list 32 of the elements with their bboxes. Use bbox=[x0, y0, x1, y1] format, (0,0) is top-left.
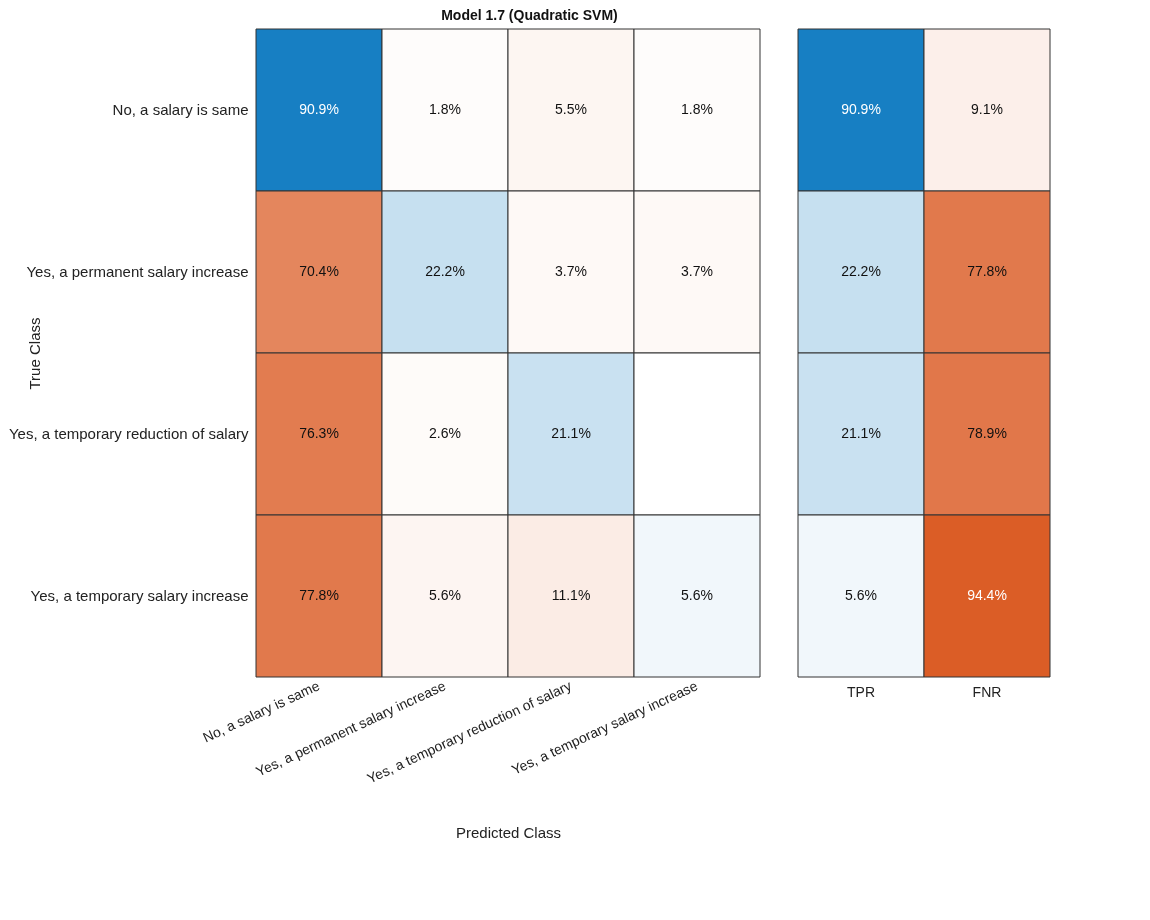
x-axis-title: Predicted Class bbox=[455, 824, 562, 842]
data-label: 11.1% bbox=[551, 587, 591, 603]
data-label: 21.1% bbox=[841, 425, 881, 441]
data-label: 78.9% bbox=[967, 425, 1007, 441]
data-label: 5.6% bbox=[429, 587, 461, 603]
x-tick-label: TPR bbox=[847, 683, 875, 700]
data-label: 22.2% bbox=[841, 263, 881, 279]
data-label: 2.6% bbox=[429, 425, 461, 441]
data-label: 77.8% bbox=[967, 263, 1007, 279]
y-tick-label: Yes, a temporary salary increase bbox=[30, 587, 249, 604]
data-label: 3.7% bbox=[555, 263, 587, 279]
data-label: 22.2% bbox=[425, 263, 465, 279]
y-tick-label: Yes, a permanent salary increase bbox=[26, 263, 249, 280]
data-label: 21.1% bbox=[551, 425, 591, 441]
x-tick-label: FNR bbox=[972, 683, 1002, 700]
data-label: 3.7% bbox=[681, 263, 713, 279]
data-label: 9.1% bbox=[971, 101, 1003, 117]
data-label: 5.6% bbox=[681, 587, 713, 603]
data-label: 5.5% bbox=[555, 101, 587, 117]
data-label: 1.8% bbox=[429, 101, 461, 117]
chart-title: Model 1.7 (Quadratic SVM) bbox=[441, 6, 618, 23]
data-label: 70.4% bbox=[299, 263, 339, 279]
y-tick-label: No, a salary is same bbox=[112, 101, 249, 118]
data-label: 77.8% bbox=[299, 587, 339, 603]
data-label: 94.4% bbox=[967, 587, 1007, 603]
data-label: 1.8% bbox=[681, 101, 713, 117]
data-label: 5.6% bbox=[845, 587, 877, 603]
data-label: 90.9% bbox=[299, 101, 339, 117]
data-label: 76.3% bbox=[299, 425, 339, 441]
y-axis-title: True Class bbox=[25, 317, 43, 390]
y-tick-label: Yes, a temporary reduction of salary bbox=[8, 425, 249, 442]
data-label: 90.9% bbox=[841, 101, 881, 117]
